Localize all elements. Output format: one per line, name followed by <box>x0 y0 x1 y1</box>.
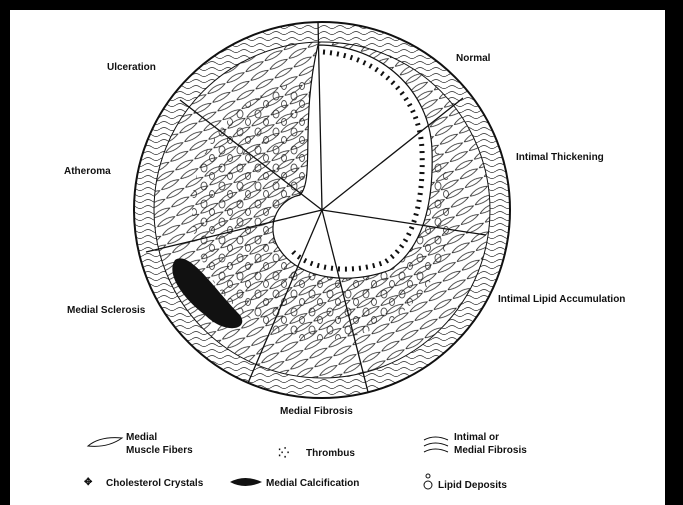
legend-icon: ⁚⁛ <box>278 447 289 459</box>
page: {"diagram": { "segments": [ {"label": "N… <box>0 0 683 505</box>
segment-label: Normal <box>456 53 491 64</box>
segment-label: Intimal Thickening <box>516 152 604 163</box>
segment-label: Medial Fibrosis <box>280 406 353 417</box>
legend-label: Lipid Deposits <box>438 480 507 491</box>
legend-icon: ✥ <box>84 477 93 488</box>
legend-label: Thrombus <box>306 448 355 459</box>
segment-label: Intimal Lipid Accumulation <box>498 294 625 305</box>
artery <box>134 22 510 398</box>
legend-label: Medial Calcification <box>266 478 359 489</box>
segment-label: Ulceration <box>107 62 156 73</box>
legend-label: Cholesterol Crystals <box>106 478 204 489</box>
diagram: Normal Intimal Thickening Intimal Lipid … <box>0 0 683 505</box>
segment-label: Atheroma <box>64 166 111 177</box>
segment-label: Medial Sclerosis <box>67 305 146 316</box>
